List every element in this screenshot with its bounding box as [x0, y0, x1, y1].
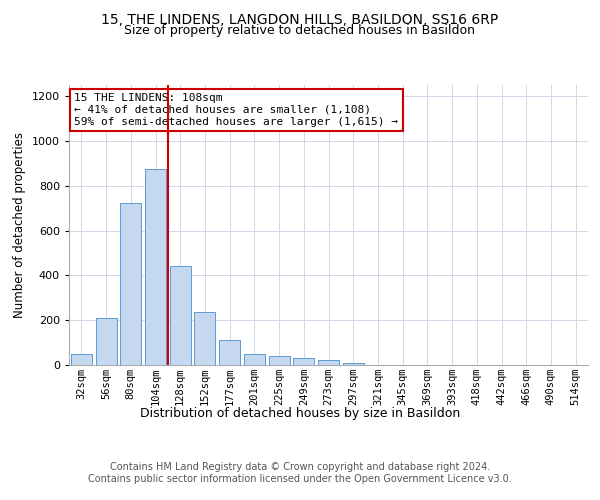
Text: Contains HM Land Registry data © Crown copyright and database right 2024.: Contains HM Land Registry data © Crown c… — [110, 462, 490, 472]
Y-axis label: Number of detached properties: Number of detached properties — [13, 132, 26, 318]
Bar — [194, 312, 215, 365]
Bar — [318, 360, 339, 365]
Text: 15, THE LINDENS, LANGDON HILLS, BASILDON, SS16 6RP: 15, THE LINDENS, LANGDON HILLS, BASILDON… — [101, 12, 499, 26]
Text: Distribution of detached houses by size in Basildon: Distribution of detached houses by size … — [140, 408, 460, 420]
Bar — [219, 340, 240, 365]
Bar — [71, 354, 92, 365]
Bar — [343, 363, 364, 365]
Bar — [293, 358, 314, 365]
Bar — [120, 202, 141, 365]
Text: 15 THE LINDENS: 108sqm
← 41% of detached houses are smaller (1,108)
59% of semi-: 15 THE LINDENS: 108sqm ← 41% of detached… — [74, 94, 398, 126]
Bar — [145, 169, 166, 365]
Bar — [269, 356, 290, 365]
Text: Contains public sector information licensed under the Open Government Licence v3: Contains public sector information licen… — [88, 474, 512, 484]
Bar — [170, 266, 191, 365]
Text: Size of property relative to detached houses in Basildon: Size of property relative to detached ho… — [125, 24, 476, 37]
Bar — [95, 318, 116, 365]
Bar — [244, 354, 265, 365]
